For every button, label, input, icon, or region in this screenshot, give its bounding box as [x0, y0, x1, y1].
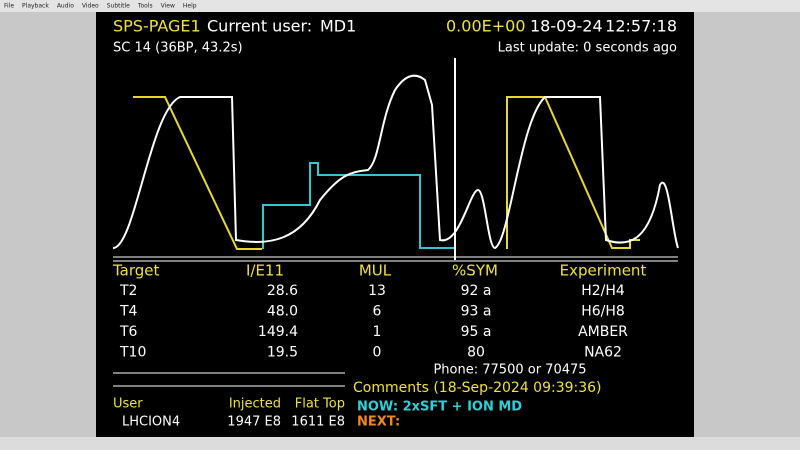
white-trace [112, 74, 679, 250]
table-cell: 95 a [461, 324, 492, 340]
table-cell: T10 [119, 345, 146, 361]
menu-bar [0, 0, 800, 12]
time: 12:57:18 [605, 17, 677, 36]
user-label: Current user: [207, 17, 312, 36]
table-cell: T6 [119, 324, 138, 340]
table-cell: 48.0 [267, 304, 298, 320]
display [96, 12, 694, 437]
intensity: 0.00E+00 [446, 17, 526, 36]
table-cell: NA62 [584, 345, 622, 361]
user-value: 1611 E8 [291, 415, 345, 430]
user-value: 1947 E8 [227, 415, 281, 430]
table-cell: 19.5 [267, 345, 298, 361]
menu-item: Subtitle [107, 3, 130, 10]
menu-item: Video [82, 3, 99, 10]
table-cell: 92 a [461, 283, 492, 299]
date: 18-09-24 [530, 17, 603, 36]
table-cell: H6/H8 [581, 304, 625, 320]
table-cell: 93 a [461, 304, 492, 320]
table-cell: AMBER [578, 324, 628, 340]
user: MD1 [320, 17, 356, 36]
comment-next: NEXT: [357, 415, 400, 430]
column-header: I/E11 [246, 262, 284, 280]
user-label: User [113, 397, 143, 412]
menu-item: View [161, 3, 175, 10]
column-header: MUL [359, 262, 392, 280]
comment-now: NOW: 2xSFT + ION MD [357, 400, 522, 415]
table-cell: 149.4 [258, 324, 298, 340]
user-label: Flat Top [295, 397, 345, 412]
menu-item: Tools [137, 3, 153, 10]
table-cell: 0 [373, 345, 382, 361]
table-cell: 80 [467, 345, 485, 361]
menu-item: Help [183, 3, 197, 10]
table-cell: 1 [373, 324, 382, 340]
menu-item: File [4, 3, 14, 10]
column-header: Experiment [560, 262, 647, 280]
cyan-trace [262, 162, 455, 249]
comments-title: Comments (18-Sep-2024 09:39:36) [353, 380, 602, 396]
user-label: Injected [229, 397, 281, 412]
column-header: Target [112, 262, 160, 280]
table-cell: H2/H4 [581, 283, 625, 299]
traces [112, 58, 679, 387]
table-cell: T2 [119, 283, 137, 299]
status-bar [0, 437, 800, 450]
menu-item: Playback [22, 3, 49, 10]
column-header: %SYM [452, 262, 498, 280]
user-value: LHCION4 [122, 415, 180, 430]
page-name: SPS-PAGE1 [113, 17, 201, 36]
table-cell: 6 [373, 304, 382, 320]
table-cell: 13 [368, 283, 386, 299]
phone: Phone: 77500 or 70475 [433, 363, 586, 378]
cycle: SC 14 (36BP, 43.2s) [113, 41, 243, 56]
last-update: Last update: 0 seconds ago [498, 41, 677, 56]
table-cell: 28.6 [267, 283, 298, 299]
table-cell: T4 [119, 304, 138, 320]
menu-item: Audio [57, 3, 74, 10]
